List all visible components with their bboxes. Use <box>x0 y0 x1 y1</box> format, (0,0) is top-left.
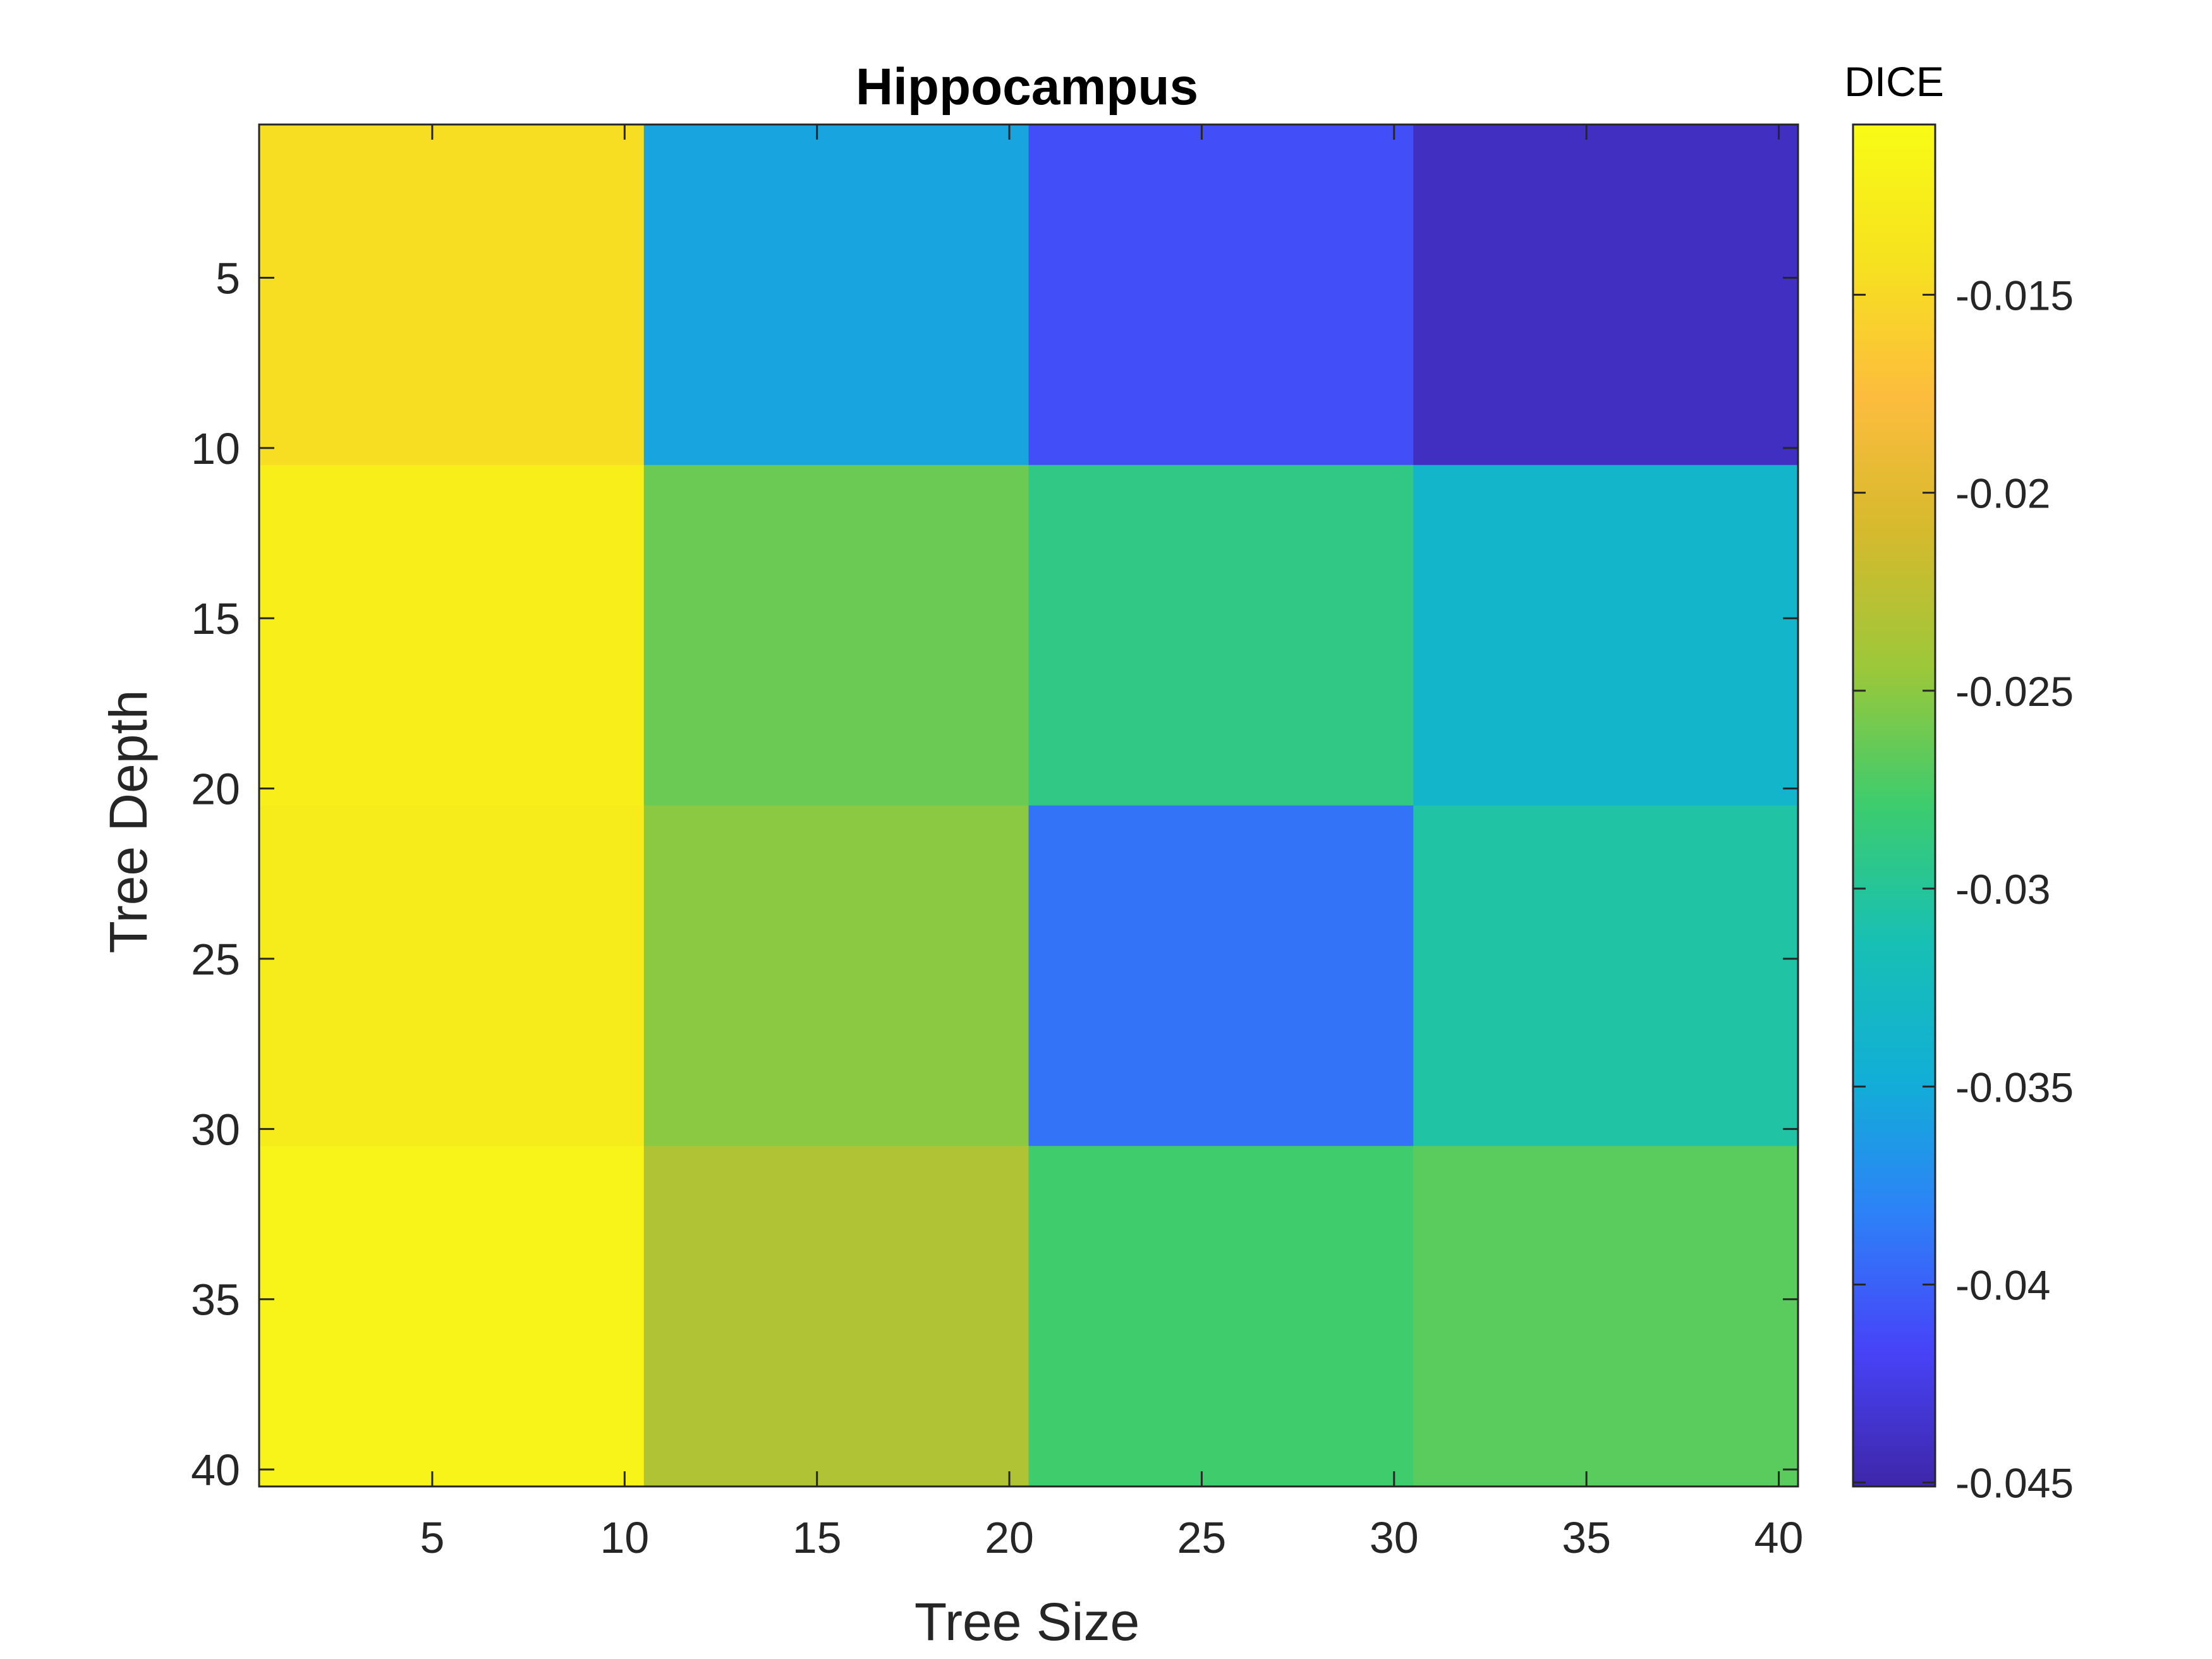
heatmap-cell-r4-c3 <box>1028 1146 1414 1487</box>
heatmap-cell-r1-c4 <box>1413 125 1799 466</box>
y-tick-label: 30 <box>191 1105 240 1154</box>
heatmap-cell-r1-c3 <box>1028 125 1414 466</box>
heatmap-cell-r1-c2 <box>643 125 1029 466</box>
y-tick-label: 5 <box>216 253 240 303</box>
colorbar-tick-label: -0.035 <box>1955 1064 2074 1110</box>
colorbar-tick-label: -0.03 <box>1955 866 2050 913</box>
y-tick-label: 20 <box>191 765 240 814</box>
colorbar-label: DICE <box>1844 58 1944 105</box>
y-tick-label: 15 <box>191 594 240 643</box>
heatmap-cell-r3-c4 <box>1413 805 1799 1146</box>
x-tick-label: 5 <box>420 1513 444 1562</box>
colorbar-tick-label: -0.04 <box>1955 1262 2050 1309</box>
y-tick-label: 25 <box>191 935 240 984</box>
x-tick-label: 40 <box>1754 1513 1804 1562</box>
x-tick-label: 20 <box>985 1513 1034 1562</box>
colorbar-tick-label: -0.045 <box>1955 1460 2074 1507</box>
y-axis-label: Tree Depth <box>99 690 158 953</box>
heatmap-cell-r2-c3 <box>1028 465 1414 806</box>
colorbar-tick-label: -0.025 <box>1955 668 2074 715</box>
heatmap-cell-r3-c3 <box>1028 805 1414 1146</box>
y-tick-label: 10 <box>191 424 240 473</box>
y-tick-label: 35 <box>191 1275 240 1325</box>
x-tick-label: 25 <box>1177 1513 1227 1562</box>
heatmap-cells <box>259 125 1799 1487</box>
y-axis-ticks: 5 10 15 20 25 30 35 40 <box>191 253 1798 1495</box>
heatmap-cell-r4-c2 <box>643 1146 1029 1487</box>
y-tick-label: 40 <box>191 1445 240 1495</box>
colorbar-tick-label: -0.02 <box>1955 470 2050 517</box>
heatmap-cell-r1-c1 <box>259 125 645 466</box>
heatmap-cell-r4-c1 <box>259 1146 645 1487</box>
chart-title: Hippocampus <box>856 58 1198 116</box>
x-axis-label: Tree Size <box>915 1592 1139 1651</box>
x-axis-ticks: 5 10 15 20 25 30 35 40 <box>420 125 1804 1562</box>
heatmap-cell-r2-c2 <box>643 465 1029 806</box>
heatmap-cell-r3-c1 <box>259 805 645 1146</box>
x-tick-label: 15 <box>793 1513 842 1562</box>
colorbar-tick-label: -0.015 <box>1955 272 2074 319</box>
colorbar-ticks: -0.015 -0.02 -0.025 -0.03 -0.035 -0.04 -0.045 <box>1853 272 2074 1507</box>
heatmap-cell-r2-c4 <box>1413 465 1799 806</box>
x-tick-label: 30 <box>1370 1513 1419 1562</box>
plot-frame <box>258 123 1799 1488</box>
x-tick-label: 10 <box>600 1513 649 1562</box>
colorbar <box>1852 123 1936 1488</box>
heatmap-cell-r4-c4 <box>1413 1146 1799 1487</box>
heatmap-cell-r2-c1 <box>259 465 645 806</box>
heatmap-cell-r3-c2 <box>643 805 1029 1146</box>
x-tick-label: 35 <box>1562 1513 1611 1562</box>
